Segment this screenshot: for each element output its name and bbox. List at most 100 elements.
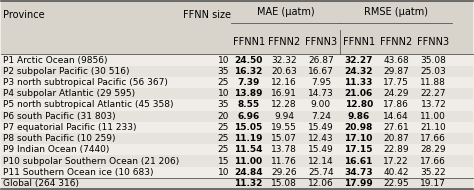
Bar xyxy=(0,155,474,167)
Text: FFNN size: FFNN size xyxy=(183,10,231,20)
Text: 16.61: 16.61 xyxy=(345,157,373,166)
Text: 22.95: 22.95 xyxy=(383,179,409,188)
Text: Global (264 316): Global (264 316) xyxy=(3,179,79,188)
Text: 35: 35 xyxy=(218,67,229,76)
Text: 7.24: 7.24 xyxy=(311,112,331,121)
Text: 10: 10 xyxy=(218,55,229,65)
Text: 12.43: 12.43 xyxy=(308,134,334,143)
Text: 29.26: 29.26 xyxy=(271,168,297,177)
Text: 11.88: 11.88 xyxy=(420,78,447,87)
Text: 9.00: 9.00 xyxy=(311,101,331,109)
Text: P11 Southern Ocean ice (10 683): P11 Southern Ocean ice (10 683) xyxy=(3,168,154,177)
Text: 24.32: 24.32 xyxy=(345,67,373,76)
Text: 17.66: 17.66 xyxy=(420,157,447,166)
Text: 26.87: 26.87 xyxy=(308,55,334,65)
Text: 21.06: 21.06 xyxy=(345,89,373,98)
Text: 17.10: 17.10 xyxy=(345,134,373,143)
Text: 16.91: 16.91 xyxy=(271,89,297,98)
Text: 15.08: 15.08 xyxy=(271,179,297,188)
Text: 25.03: 25.03 xyxy=(420,67,446,76)
Bar xyxy=(0,88,474,99)
Text: 25: 25 xyxy=(218,78,229,87)
Text: 16.32: 16.32 xyxy=(234,67,263,76)
Text: 8.55: 8.55 xyxy=(237,101,260,109)
Bar xyxy=(0,133,474,144)
Text: 9.86: 9.86 xyxy=(347,112,370,121)
Text: 20.87: 20.87 xyxy=(383,134,409,143)
Bar xyxy=(0,66,474,77)
Text: 25: 25 xyxy=(218,134,229,143)
Text: 11.76: 11.76 xyxy=(271,157,297,166)
Text: 11.00: 11.00 xyxy=(420,112,447,121)
Text: 20.63: 20.63 xyxy=(271,67,297,76)
Text: 11.00: 11.00 xyxy=(235,157,263,166)
Text: 17.99: 17.99 xyxy=(344,179,373,188)
Text: P8 south Pacific (10 259): P8 south Pacific (10 259) xyxy=(3,134,116,143)
Text: 10: 10 xyxy=(218,168,229,177)
Text: 17.15: 17.15 xyxy=(345,145,373,154)
Text: FFNN1: FFNN1 xyxy=(233,37,264,47)
Text: 16.67: 16.67 xyxy=(308,67,334,76)
Text: 17.22: 17.22 xyxy=(383,157,409,166)
Text: 12.16: 12.16 xyxy=(271,78,297,87)
Text: 9.94: 9.94 xyxy=(274,112,294,121)
Text: 11.32: 11.32 xyxy=(234,179,263,188)
Text: 32.27: 32.27 xyxy=(345,55,373,65)
Text: 11.33: 11.33 xyxy=(345,78,373,87)
Text: 15.49: 15.49 xyxy=(308,145,334,154)
Text: 11.19: 11.19 xyxy=(234,134,263,143)
Text: 17.86: 17.86 xyxy=(383,101,409,109)
Text: 22.89: 22.89 xyxy=(383,145,409,154)
Text: 28.29: 28.29 xyxy=(420,145,446,154)
Text: 14.73: 14.73 xyxy=(308,89,334,98)
Text: 14.64: 14.64 xyxy=(383,112,409,121)
Text: 34.73: 34.73 xyxy=(345,168,373,177)
Bar xyxy=(0,1,474,30)
Text: 13.78: 13.78 xyxy=(271,145,297,154)
Text: 6.96: 6.96 xyxy=(237,112,260,121)
Text: 40.42: 40.42 xyxy=(383,168,409,177)
Text: P5 north subtropical Atlantic (45 358): P5 north subtropical Atlantic (45 358) xyxy=(3,101,173,109)
Text: 43.68: 43.68 xyxy=(383,55,409,65)
Text: 12.06: 12.06 xyxy=(308,179,334,188)
Text: 35.22: 35.22 xyxy=(420,168,446,177)
Text: 17.75: 17.75 xyxy=(383,78,409,87)
Text: 12.28: 12.28 xyxy=(271,101,297,109)
Text: 13.72: 13.72 xyxy=(420,101,446,109)
Text: P7 equatorial Pacific (11 233): P7 equatorial Pacific (11 233) xyxy=(3,123,137,132)
Text: MAE (μatm): MAE (μatm) xyxy=(256,7,314,17)
Text: 29.87: 29.87 xyxy=(383,67,409,76)
Text: 32.32: 32.32 xyxy=(271,55,297,65)
Text: 20.98: 20.98 xyxy=(345,123,373,132)
Text: 11.54: 11.54 xyxy=(234,145,263,154)
Text: 35.08: 35.08 xyxy=(420,55,447,65)
Text: P3 north subtropical Pacific (56 367): P3 north subtropical Pacific (56 367) xyxy=(3,78,168,87)
Text: 17.66: 17.66 xyxy=(420,134,447,143)
Text: 12.80: 12.80 xyxy=(345,101,373,109)
Text: 21.10: 21.10 xyxy=(420,123,446,132)
Text: 7.95: 7.95 xyxy=(311,78,331,87)
Text: 27.61: 27.61 xyxy=(383,123,409,132)
Text: 24.50: 24.50 xyxy=(234,55,263,65)
Bar xyxy=(0,111,474,122)
Text: Province: Province xyxy=(3,10,45,20)
Text: P6 south Pacific (31 803): P6 south Pacific (31 803) xyxy=(3,112,116,121)
Text: FFNN3: FFNN3 xyxy=(417,37,449,47)
Text: 24.29: 24.29 xyxy=(383,89,409,98)
Text: 20: 20 xyxy=(218,112,229,121)
Text: 19.17: 19.17 xyxy=(420,179,447,188)
Text: 25.74: 25.74 xyxy=(308,168,334,177)
Text: 15.49: 15.49 xyxy=(308,123,334,132)
Text: 25: 25 xyxy=(218,145,229,154)
Text: 7.39: 7.39 xyxy=(237,78,260,87)
Text: FFNN2: FFNN2 xyxy=(268,37,300,47)
Text: P10 subpolar Southern Ocean (21 206): P10 subpolar Southern Ocean (21 206) xyxy=(3,157,179,166)
Text: 35: 35 xyxy=(218,101,229,109)
Text: 22.27: 22.27 xyxy=(420,89,446,98)
Text: FFNN1: FFNN1 xyxy=(343,37,375,47)
Text: P1 Arctic Ocean (9856): P1 Arctic Ocean (9856) xyxy=(3,55,108,65)
Text: RMSE (μatm): RMSE (μatm) xyxy=(364,7,428,17)
Text: 15.05: 15.05 xyxy=(235,123,263,132)
Text: 15.07: 15.07 xyxy=(271,134,297,143)
Text: P4 subpolar Atlantic (29 595): P4 subpolar Atlantic (29 595) xyxy=(3,89,135,98)
